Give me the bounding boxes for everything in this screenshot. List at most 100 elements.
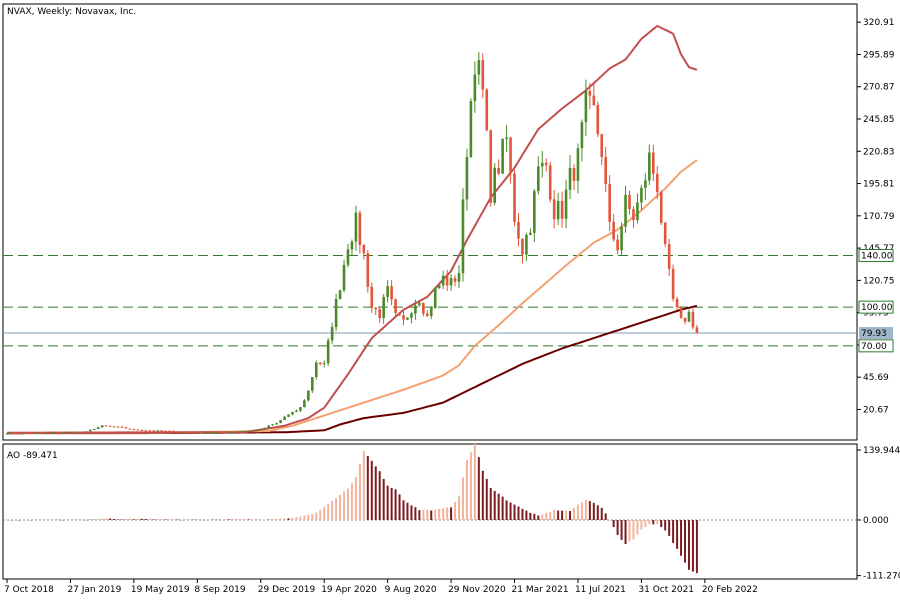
candle-body: [580, 122, 584, 149]
candle-body: [100, 425, 104, 428]
candle-body: [140, 429, 144, 431]
candle-body: [648, 152, 651, 181]
candle-body: [283, 416, 286, 420]
candle-body: [414, 305, 417, 314]
candle-body: [73, 431, 76, 433]
candle-body: [223, 432, 227, 434]
level-badge: [858, 339, 894, 353]
candle-body: [275, 423, 278, 425]
candle-body: [485, 89, 489, 131]
candle-body: [517, 221, 520, 239]
price-tick-label: 195.81: [863, 180, 895, 190]
time-tick-label: 9 Aug 2020: [385, 585, 437, 595]
candle-body: [425, 313, 429, 317]
candle-body: [350, 241, 354, 250]
level-badge-label: 70.00: [861, 342, 887, 352]
candle-body: [326, 340, 330, 364]
candle-body: [362, 244, 366, 254]
candle-body: [675, 298, 679, 308]
time-tick-label: 21 Mar 2021: [512, 585, 569, 595]
horizontal-levels: [3, 255, 857, 347]
candle-body: [259, 429, 263, 431]
candle-body: [17, 433, 21, 435]
candle-body: [588, 90, 592, 96]
time-tick-label: 29 Nov 2020: [448, 585, 506, 595]
candle-body: [180, 431, 183, 433]
candle-body: [422, 302, 425, 314]
candle-body: [394, 299, 397, 313]
candle-body: [671, 268, 675, 299]
time-tick-label: 29 Dec 2019: [258, 585, 316, 595]
candle-body: [433, 288, 437, 309]
price-tick-label: 45.69: [863, 373, 889, 383]
candle-body: [568, 168, 572, 190]
price-badges: 140.00 100.00 70.00 79.93: [858, 249, 894, 353]
candle-body: [13, 432, 17, 434]
candle-body: [243, 431, 247, 433]
candle-body: [576, 148, 580, 181]
candle-body: [346, 249, 350, 265]
candle-body: [49, 432, 52, 434]
price-tick-label: 120.75: [863, 276, 895, 286]
candle-body: [92, 429, 96, 431]
candle-body: [124, 427, 128, 429]
time-axis: 7 Oct 2018 27 Jan 2019 19 May 2019 8 Sep 20…: [4, 579, 758, 595]
candle-body: [556, 200, 560, 220]
candle-body: [330, 327, 334, 341]
time-tick-label: 19 Apr 2020: [321, 585, 377, 595]
ao-tick-label: 139.944: [863, 446, 900, 456]
candle-body: [215, 431, 219, 433]
candle-body: [207, 432, 211, 434]
candle-body: [572, 168, 576, 181]
candle-body: [303, 400, 306, 408]
price-axis: 320.91 295.89 270.87 245.85 220.83 195.81 170.…: [857, 18, 895, 415]
candle-body: [203, 433, 207, 435]
candle-body: [608, 184, 611, 222]
candle-body: [295, 410, 298, 412]
candle-body: [453, 278, 457, 282]
candle-body: [184, 431, 187, 433]
candle-body: [596, 105, 600, 135]
candle-body: [45, 432, 48, 434]
price-panel-frame: [2, 3, 858, 441]
candle-body: [128, 428, 132, 430]
candle-body: [616, 239, 619, 251]
candle-body: [172, 430, 175, 432]
candle-body: [5, 433, 9, 435]
price-tick-label: 20.67: [863, 405, 889, 415]
candle-body: [461, 199, 465, 274]
candle-body: [628, 194, 631, 210]
candle-body: [489, 130, 493, 203]
candle-body: [279, 419, 282, 424]
candle-body: [406, 317, 409, 320]
current-price-badge: [859, 327, 893, 340]
candle-body: [176, 431, 179, 433]
price-tick-label: 245.85: [863, 115, 895, 125]
candles: [5, 51, 699, 435]
candle-body: [311, 377, 314, 391]
candle-body: [544, 162, 548, 166]
candle-body: [655, 173, 659, 193]
price-tick-label: 295.89: [863, 50, 895, 60]
candle-body: [449, 278, 453, 286]
candle-body: [525, 234, 528, 255]
candle-body: [188, 431, 191, 433]
level-badge-label: 140.00: [861, 252, 893, 262]
candle-body: [604, 156, 608, 185]
current-price-label: 79.93: [861, 329, 887, 339]
price-panel: 320.91 295.89 270.87 245.85 220.83 195.81 170.…: [2, 3, 895, 441]
candle-body: [108, 425, 112, 427]
candle-body: [29, 432, 33, 434]
candle-body: [493, 167, 496, 203]
candle-body: [378, 309, 382, 319]
price-tick-label: 320.91: [863, 18, 895, 28]
candle-body: [398, 312, 401, 316]
candle-body: [687, 311, 691, 322]
candle-body: [640, 187, 643, 203]
candle-body: [632, 209, 635, 221]
candle-body: [620, 226, 623, 251]
candle-body: [291, 411, 294, 415]
candle-body: [53, 432, 56, 434]
candle-body: [9, 432, 13, 434]
